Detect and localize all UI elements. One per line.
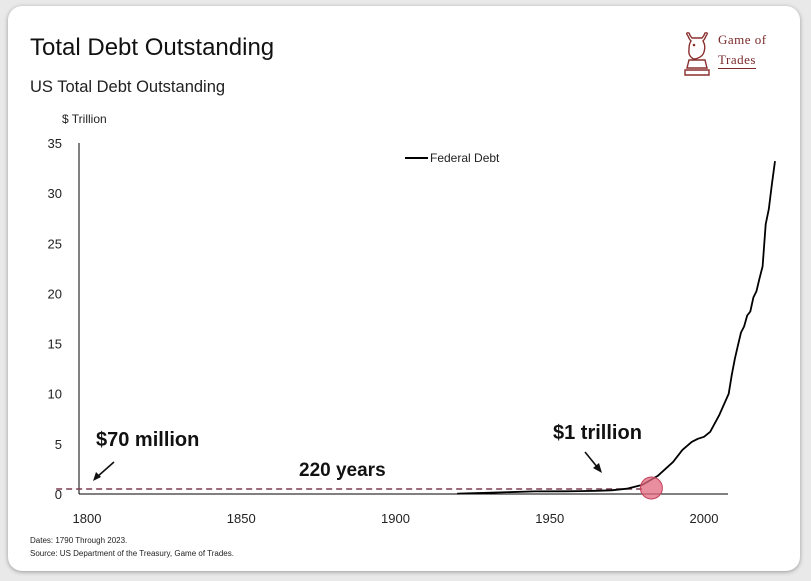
end-value-annotation: $1 trillion [553, 422, 642, 444]
federal-debt-line [457, 160, 776, 495]
legend-label: Federal Debt [430, 151, 500, 165]
bull-chess-knight-icon [684, 32, 710, 76]
logo-line-1: Game of [718, 32, 767, 47]
footnote-source: Source: US Department of the Treasury, G… [30, 549, 234, 558]
y-tick-label: 15 [48, 337, 62, 352]
footnote-dates: Dates: 1790 Through 2023. [30, 536, 128, 545]
y-tick-label: 25 [48, 236, 62, 251]
chart-title: Total Debt Outstanding [30, 34, 275, 61]
y-tick-label: 5 [55, 437, 62, 452]
y-tick-label: 35 [48, 136, 62, 151]
y-tick-label: 10 [48, 387, 62, 402]
series-group [457, 160, 776, 500]
chart-card: Total Debt Outstanding US Total Debt Out… [8, 6, 800, 571]
start-arrow-shaft [96, 461, 115, 478]
highlight-marker [639, 476, 663, 500]
logo-line-2: Trades [718, 52, 756, 69]
span-annotation: 220 years [299, 460, 386, 481]
y-tick-label: 0 [55, 487, 62, 502]
chart-axes: 0 5 10 15 20 25 30 35 1800 1850 1900 1950 2000 $ Tril… [48, 112, 728, 526]
x-tick-label: 2000 [690, 511, 719, 526]
start-arrow-head [93, 472, 101, 481]
x-tick-label: 1900 [381, 511, 410, 526]
end-arrow-head [593, 463, 602, 473]
x-tick-label: 1850 [227, 511, 256, 526]
chart-subtitle: US Total Debt Outstanding [30, 78, 226, 96]
x-tick-label: 1950 [535, 511, 564, 526]
start-value-annotation: $70 million [96, 429, 199, 451]
game-of-trades-logo: Game of Trades [680, 30, 790, 82]
y-tick-label: 30 [48, 186, 62, 201]
y-tick-label: 20 [48, 286, 62, 301]
y-axis-label: $ Trillion [62, 112, 107, 126]
end-arrow-shaft [584, 451, 599, 469]
x-tick-label: 1800 [73, 511, 102, 526]
annotation-group: $70 million 220 years $1 trillion [93, 422, 642, 481]
